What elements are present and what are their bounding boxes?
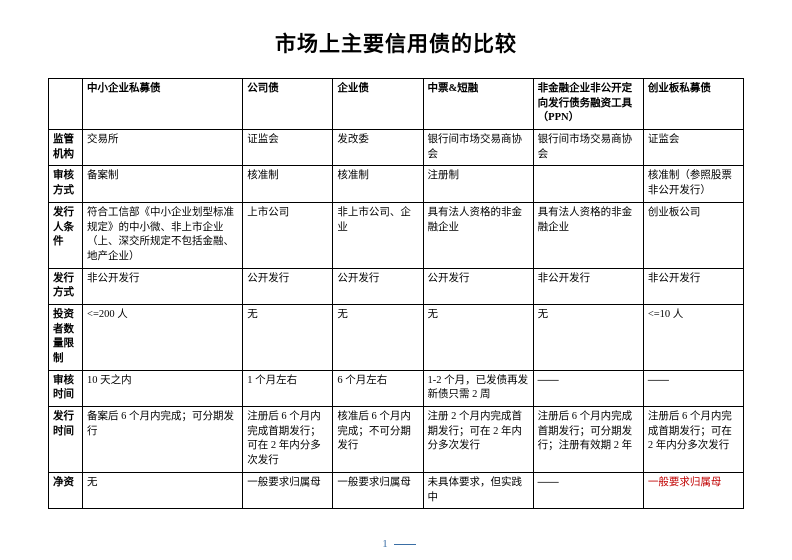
cell: 公开发行 [243,268,333,304]
footer-rule-icon [394,544,416,545]
row-label: 发行方式 [49,268,83,304]
cell: 发改委 [333,130,423,166]
cell: 银行间市场交易商协会 [533,130,643,166]
cell: 注册后 6 个月内完成首期发行；可分期发行；注册有效期 2 年 [533,407,643,473]
col-header: 企业债 [333,79,423,130]
page-title: 市场上主要信用债的比较 [48,28,744,58]
cell: 创业板公司 [643,202,743,268]
cell: 6 个月左右 [333,370,423,406]
comparison-table: 中小企业私募债 公司债 企业债 中票&短融 非金融企业非公开定向发行债务融资工具… [48,78,744,509]
col-header: 非金融企业非公开定向发行债务融资工具（PPN） [533,79,643,130]
table-row: 监管机构 交易所 证监会 发改委 银行间市场交易商协会 银行间市场交易商协会 证… [49,130,744,166]
cell: —— [533,472,643,508]
cell: 非上市公司、企业 [333,202,423,268]
cell: 备案后 6 个月内完成；可分期发行 [83,407,243,473]
col-header: 中小企业私募债 [83,79,243,130]
cell: 非公开发行 [83,268,243,304]
cell: 上市公司 [243,202,333,268]
cell: 1-2 个月，已发债再发新债只需 2 周 [423,370,533,406]
cell: 未具体要求，但实践中 [423,472,533,508]
cell: —— [533,370,643,406]
col-header: 创业板私募债 [643,79,743,130]
cell: 一般要求归属母 [243,472,333,508]
col-header: 中票&短融 [423,79,533,130]
col-header [49,79,83,130]
row-label: 净资 [49,472,83,508]
cell: 无 [243,304,333,370]
cell: 无 [533,304,643,370]
table-row: 审核时间 10 天之内 1 个月左右 6 个月左右 1-2 个月，已发债再发新债… [49,370,744,406]
cell: <=10 人 [643,304,743,370]
cell: 核准制 [333,166,423,202]
table-row: 投资者数量限制 <=200 人 无 无 无 无 <=10 人 [49,304,744,370]
cell: 注册后 6 个月内完成首期发行；可在 2 年内分多次发行 [643,407,743,473]
cell: 备案制 [83,166,243,202]
cell: 非公开发行 [643,268,743,304]
cell: 符合工信部《中小企业划型标准规定》的中小微、非上市企业（上、深交所规定不包括金融… [83,202,243,268]
cell: 1 个月左右 [243,370,333,406]
cell: 公开发行 [333,268,423,304]
cell: 公开发行 [423,268,533,304]
cell [533,166,643,202]
row-label: 投资者数量限制 [49,304,83,370]
cell: 非公开发行 [533,268,643,304]
cell: 无 [333,304,423,370]
row-label: 监管机构 [49,130,83,166]
col-header: 公司债 [243,79,333,130]
cell: —— [643,370,743,406]
table-row: 发行人条件 符合工信部《中小企业划型标准规定》的中小微、非上市企业（上、深交所规… [49,202,744,268]
row-label: 审核时间 [49,370,83,406]
cell: 注册 2 个月内完成首期发行；可在 2 年内分多次发行 [423,407,533,473]
cell: 具有法人资格的非金融企业 [423,202,533,268]
table-header-row: 中小企业私募债 公司债 企业债 中票&短融 非金融企业非公开定向发行债务融资工具… [49,79,744,130]
cell: 证监会 [643,130,743,166]
row-label: 发行时间 [49,407,83,473]
cell: 具有法人资格的非金融企业 [533,202,643,268]
cell: 无 [423,304,533,370]
cell: 一般要求归属母 [333,472,423,508]
table-row: 发行时间 备案后 6 个月内完成；可分期发行 注册后 6 个月内完成首期发行；可… [49,407,744,473]
table-row: 审核方式 备案制 核准制 核准制 注册制 核准制（参照股票非公开发行） [49,166,744,202]
cell: 交易所 [83,130,243,166]
table-row: 发行方式 非公开发行 公开发行 公开发行 公开发行 非公开发行 非公开发行 [49,268,744,304]
cell: 银行间市场交易商协会 [423,130,533,166]
cell: 无 [83,472,243,508]
row-label: 发行人条件 [49,202,83,268]
cell: <=200 人 [83,304,243,370]
cell: 10 天之内 [83,370,243,406]
page-footer: 1 [0,538,792,550]
cell: 核准制 [243,166,333,202]
cell: 核准制（参照股票非公开发行） [643,166,743,202]
table-row: 净资 无 一般要求归属母 一般要求归属母 未具体要求，但实践中 —— 一般要求归… [49,472,744,508]
cell: 证监会 [243,130,333,166]
cell: 注册制 [423,166,533,202]
cell: 注册后 6 个月内完成首期发行；可在 2 年内分多次发行 [243,407,333,473]
cell-highlight: 一般要求归属母 [643,472,743,508]
row-label: 审核方式 [49,166,83,202]
page-number: 1 [376,538,394,550]
cell: 核准后 6 个月内完成；不可分期发行 [333,407,423,473]
